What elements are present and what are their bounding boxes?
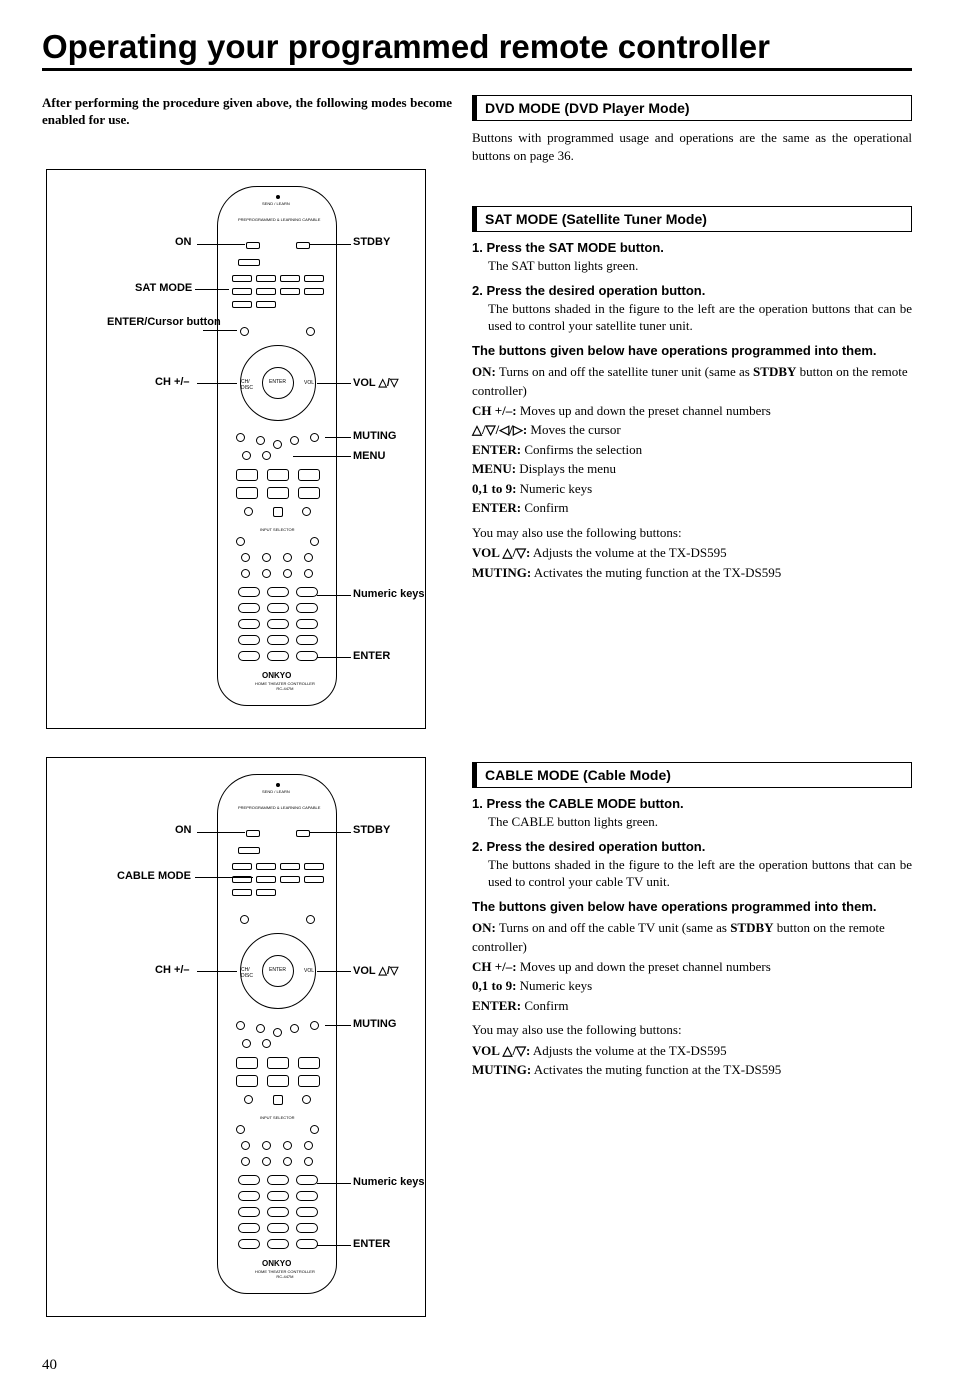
- callout-muting: MUTING: [353, 1018, 396, 1030]
- callout-vol: VOL △/▽: [353, 964, 398, 977]
- def-line: 0,1 to 9: Numeric keys: [472, 976, 912, 996]
- def-line: VOL △/▽: Adjusts the volume at the TX-DS…: [472, 1041, 912, 1061]
- cable-step1-body: The CABLE button lights green.: [472, 813, 912, 831]
- page-title: Operating your programmed remote control…: [42, 28, 912, 71]
- cable-step2-head: 2. Press the desired operation button.: [472, 839, 912, 854]
- cable-programmed-head: The buttons given below have operations …: [472, 899, 912, 916]
- def-line: 0,1 to 9: Numeric keys: [472, 479, 912, 499]
- sat-programmed-head: The buttons given below have operations …: [472, 343, 912, 360]
- callout-numeric: Numeric keys: [353, 1176, 425, 1188]
- sat-also-defs: VOL △/▽: Adjusts the volume at the TX-DS…: [472, 543, 912, 582]
- sat-also-use: You may also use the following buttons:: [472, 524, 912, 542]
- cable-defs: ON: Turns on and off the cable TV unit (…: [472, 918, 912, 1016]
- callout-cable-mode: CABLE MODE: [117, 870, 191, 882]
- callout-enter: ENTER: [353, 650, 390, 662]
- cable-step1-head: 1. Press the CABLE MODE button.: [472, 796, 912, 811]
- cable-also-defs: VOL △/▽: Adjusts the volume at the TX-DS…: [472, 1041, 912, 1080]
- intro-text: After performing the procedure given abo…: [42, 95, 452, 129]
- callout-numeric: Numeric keys: [353, 588, 425, 600]
- def-line: VOL △/▽: Adjusts the volume at the TX-DS…: [472, 543, 912, 563]
- sat-defs: ON: Turns on and off the satellite tuner…: [472, 362, 912, 518]
- callout-enter-cursor: ENTER/Cursor button: [107, 316, 203, 329]
- def-line: ENTER: Confirms the selection: [472, 440, 912, 460]
- def-line: ON: Turns on and off the cable TV unit (…: [472, 918, 912, 957]
- sat-step2-body: The buttons shaded in the figure to the …: [472, 300, 912, 335]
- def-line: ENTER: Confirm: [472, 498, 912, 518]
- callout-stdby: STDBY: [353, 824, 390, 836]
- dvd-header: DVD MODE (DVD Player Mode): [472, 95, 912, 121]
- callout-menu: MENU: [353, 450, 385, 462]
- callout-stdby: STDBY: [353, 236, 390, 248]
- def-line: △/▽/◁/▷: Moves the cursor: [472, 420, 912, 440]
- sat-step1-body: The SAT button lights green.: [472, 257, 912, 275]
- remote-diagram-sat: SEND / LEARN PREPROGRAMMED & LEARNING CA…: [46, 169, 426, 729]
- def-line: CH +/–: Moves up and down the preset cha…: [472, 957, 912, 977]
- callout-ch: CH +/–: [155, 376, 190, 388]
- callout-vol: VOL △/▽: [353, 376, 398, 389]
- def-line: MUTING: Activates the muting function at…: [472, 1060, 912, 1080]
- dvd-body: Buttons with programmed usage and operat…: [472, 129, 912, 164]
- callout-on: ON: [175, 236, 192, 248]
- def-line: MUTING: Activates the muting function at…: [472, 563, 912, 583]
- cable-header: CABLE MODE (Cable Mode): [472, 762, 912, 788]
- callout-muting: MUTING: [353, 430, 396, 442]
- callout-on: ON: [175, 824, 192, 836]
- sat-header: SAT MODE (Satellite Tuner Mode): [472, 206, 912, 232]
- sat-step1-head: 1. Press the SAT MODE button.: [472, 240, 912, 255]
- def-line: CH +/–: Moves up and down the preset cha…: [472, 401, 912, 421]
- def-line: ON: Turns on and off the satellite tuner…: [472, 362, 912, 401]
- sat-step2-head: 2. Press the desired operation button.: [472, 283, 912, 298]
- remote-diagram-cable: SEND / LEARN PREPROGRAMMED & LEARNING CA…: [46, 757, 426, 1317]
- cable-also-use: You may also use the following buttons:: [472, 1021, 912, 1039]
- callout-sat-mode: SAT MODE: [135, 282, 192, 294]
- def-line: MENU: Displays the menu: [472, 459, 912, 479]
- def-line: ENTER: Confirm: [472, 996, 912, 1016]
- cable-step2-body: The buttons shaded in the figure to the …: [472, 856, 912, 891]
- callout-ch: CH +/–: [155, 964, 190, 976]
- callout-enter: ENTER: [353, 1238, 390, 1250]
- page-number: 40: [42, 1357, 452, 1374]
